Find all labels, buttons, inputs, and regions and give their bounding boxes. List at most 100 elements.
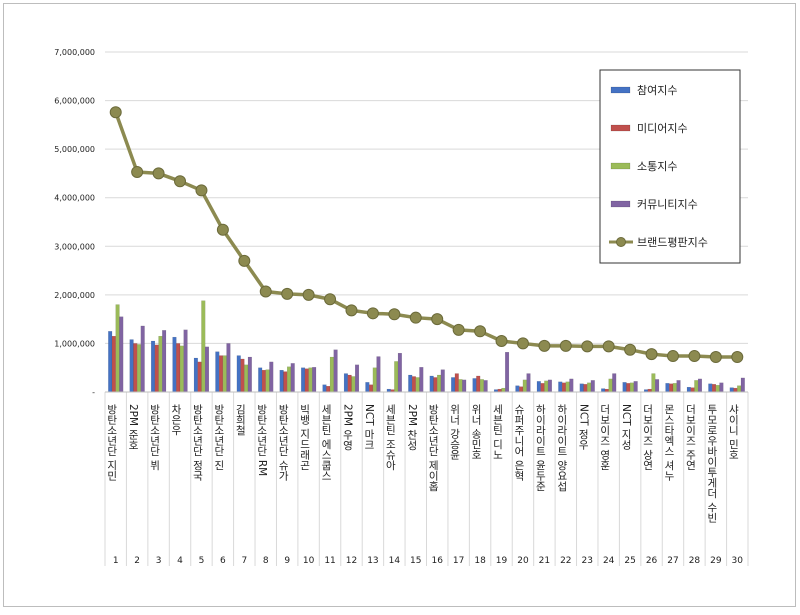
bar: [215, 351, 220, 393]
rank-label: 27: [667, 556, 678, 566]
legend-swatch: [610, 162, 631, 170]
rank-label: 10: [303, 556, 315, 566]
bar: [326, 386, 331, 393]
bar: [437, 374, 442, 393]
legend-label: 커뮤니티지수: [637, 198, 698, 211]
line-point: [109, 106, 122, 119]
rank-label: 8: [263, 556, 269, 566]
category-label: 방탄소년단 진: [213, 404, 225, 470]
bar: [304, 368, 309, 393]
bar: [301, 367, 306, 393]
line-point: [709, 351, 722, 364]
rank-label: 13: [367, 556, 378, 566]
bar: [579, 383, 584, 393]
bar: [322, 384, 327, 393]
bar: [629, 382, 634, 393]
category-label: 차은우: [170, 404, 182, 436]
bar: [108, 331, 113, 393]
bar: [515, 385, 520, 393]
category-label: 방탄소년단 슈가: [277, 404, 289, 482]
bar: [154, 344, 159, 393]
rank-label: 19: [496, 556, 508, 566]
bar: [719, 382, 724, 393]
bar: [626, 383, 631, 393]
line-point: [516, 337, 529, 350]
category-label: 하이라이트 양요섭: [556, 403, 568, 491]
line-point: [538, 339, 551, 352]
bar: [115, 304, 120, 393]
bar: [136, 344, 141, 393]
legend-label: 미디어지수: [637, 122, 688, 135]
bar: [176, 343, 181, 393]
rank-label: 18: [474, 556, 486, 566]
line-point: [302, 288, 315, 301]
line-series: [109, 106, 744, 364]
line-point: [452, 323, 465, 336]
bar: [312, 367, 317, 393]
rank-label: 30: [732, 556, 744, 566]
line-point: [495, 335, 508, 347]
bar: [290, 363, 295, 393]
rank-label: 25: [624, 556, 635, 566]
bar: [240, 358, 245, 393]
bar: [587, 382, 592, 393]
bar: [697, 378, 702, 393]
bar: [201, 300, 206, 393]
bar: [119, 316, 124, 393]
bar: [151, 340, 156, 393]
bar: [733, 387, 738, 393]
line-point: [131, 165, 144, 178]
category-label: 세븐틴 조슈아: [384, 404, 396, 471]
bar: [690, 387, 695, 393]
bar: [369, 384, 374, 393]
category-label: NCT 지성: [620, 404, 632, 450]
rank-label: 16: [431, 556, 443, 566]
bar: [287, 366, 292, 393]
bar: [715, 385, 720, 393]
category-label: 방탄소년단 뷔: [149, 404, 161, 471]
line-point: [324, 293, 337, 306]
rank-label: 7: [241, 556, 247, 566]
bar: [376, 356, 381, 393]
line-point: [195, 184, 208, 197]
category-label: 투모로우바이투게더 수빈: [706, 404, 718, 523]
bar: [479, 379, 484, 393]
bar: [197, 361, 202, 393]
bar: [333, 349, 338, 393]
bar: [694, 380, 699, 393]
rank-label: 5: [199, 556, 205, 566]
category-label: 슈퍼주니어 은혁: [513, 404, 525, 482]
category-label: 김희철: [234, 404, 246, 436]
bar: [265, 369, 270, 393]
category-label: 더보이즈 주연: [684, 404, 696, 470]
category-label: 방탄소년단 정국: [191, 404, 203, 482]
bar-series: [108, 300, 745, 393]
rank-label: 14: [389, 556, 401, 566]
rank-label: 20: [517, 556, 529, 566]
bar: [397, 352, 402, 393]
bar: [140, 325, 145, 393]
legend-label: 참여지수: [637, 84, 677, 97]
line-point: [688, 350, 701, 363]
bar: [590, 380, 595, 393]
line-point: [174, 175, 187, 188]
legend-label: 소통지수: [637, 160, 677, 173]
bar: [279, 369, 284, 393]
bar: [355, 364, 360, 393]
bar: [622, 382, 627, 393]
bar: [708, 383, 713, 393]
line-point: [152, 167, 165, 180]
y-tick-label: 4,000,000: [54, 194, 95, 203]
y-tick-label: 2,000,000: [54, 291, 95, 300]
bar: [540, 383, 545, 393]
y-axis: - 1,000,000 2,000,000 3,000,000 4,000,000 5,0…: [54, 48, 95, 397]
bar: [351, 376, 356, 393]
rank-label: 26: [646, 556, 658, 566]
bar: [129, 339, 134, 393]
category-label: 몬스타엑스 셔누: [663, 404, 675, 482]
bar: [411, 376, 416, 393]
rank-label: 21: [539, 556, 550, 566]
rank-label: 24: [603, 556, 615, 566]
bar: [561, 382, 566, 393]
